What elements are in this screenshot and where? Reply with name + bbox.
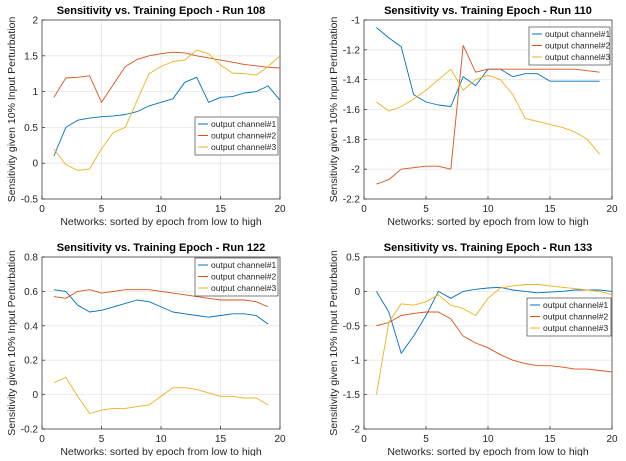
legend-entry: output channel#1 <box>545 29 610 39</box>
x-tick-label: 0 <box>39 434 45 445</box>
legend-box <box>194 257 279 297</box>
legend-entry: output channel#1 <box>211 260 276 270</box>
y-tick-label: 0 <box>32 159 38 170</box>
y-tick-label: -0.5 <box>21 195 39 206</box>
y-tick-label: 1 <box>32 87 38 98</box>
x-tick-label: 10 <box>482 204 494 215</box>
legend-entry: output channel#3 <box>545 52 610 62</box>
x-tick-label: 10 <box>482 434 494 445</box>
chart-title: Sensitivity vs. Training Epoch - Run 122 <box>57 242 265 254</box>
y-tick-label: 0 <box>32 390 38 401</box>
legend-entry: output channel#2 <box>211 272 276 282</box>
y-axis-label: Sensitivity given 10% Input Perturbation <box>328 250 340 436</box>
x-tick-label: 5 <box>99 204 105 215</box>
x-tick-label: 0 <box>361 434 367 445</box>
y-tick-label: -1 <box>351 356 360 367</box>
y-tick-label: 2 <box>32 16 38 27</box>
y-tick-label: -1.4 <box>343 75 361 86</box>
x-tick-label: 20 <box>274 204 286 215</box>
x-tick-label: 15 <box>215 204 227 215</box>
y-tick-label: 0.8 <box>24 253 38 264</box>
legend-entry: output channel#3 <box>543 323 608 333</box>
x-tick-label: 15 <box>215 434 227 445</box>
x-tick-label: 10 <box>155 434 167 445</box>
chart-panel: 0 5 10 15 20 -2.2 -2 -1.8 -1.6 -1.4 -1.2 -1 Sensitiv… <box>328 5 618 228</box>
y-tick-label: -1 <box>351 16 360 27</box>
series-line <box>375 284 613 395</box>
x-tick-label: 5 <box>423 434 429 445</box>
y-tick-label: 0.5 <box>24 123 38 134</box>
y-axis-label: Sensitivity given 10% Input Perturbation <box>6 250 18 436</box>
legend-box <box>528 26 611 66</box>
y-axis-label: Sensitivity given 10% Input Perturbation <box>6 17 18 203</box>
series-line <box>53 51 281 103</box>
x-axis-label: Networks: sorted by epoch from low to hi… <box>60 446 262 456</box>
legend-entry: output channel#3 <box>211 142 276 152</box>
y-tick-label: -1.6 <box>343 105 361 116</box>
y-tick-label: -1.5 <box>343 390 361 401</box>
chart-title: Sensitivity vs. Training Epoch - Run 133 <box>384 242 592 254</box>
y-tick-label: 1.5 <box>24 51 38 62</box>
x-axis-label: Networks: sorted by epoch from low to hi… <box>387 216 589 228</box>
y-tick-label: 0.4 <box>24 321 38 332</box>
chart-title: Sensitivity vs. Training Epoch - Run 110 <box>384 5 592 17</box>
x-tick-label: 15 <box>544 204 556 215</box>
x-tick-label: 5 <box>423 204 429 215</box>
x-tick-label: 15 <box>544 434 556 445</box>
series-line <box>53 376 269 414</box>
legend-entry: output channel#1 <box>211 119 276 129</box>
series-line <box>376 286 613 354</box>
x-tick-label: 0 <box>39 204 45 215</box>
series-line <box>53 289 269 308</box>
x-tick-label: 20 <box>606 204 618 215</box>
y-tick-label: -1.8 <box>343 135 361 146</box>
series-line <box>376 311 613 373</box>
legend-entry: output channel#3 <box>211 283 276 293</box>
y-tick-label: -2 <box>351 425 360 436</box>
y-tick-label: 0.6 <box>24 287 38 298</box>
legend-box <box>194 116 279 156</box>
legend-box <box>526 297 612 337</box>
y-tick-label: 0.5 <box>346 253 360 264</box>
series-line <box>376 68 600 155</box>
x-axis-label: Networks: sorted by epoch from low to hi… <box>60 216 262 228</box>
y-axis-label: Sensitivity given 10% Input Perturbation <box>328 17 340 203</box>
series-line <box>53 76 281 157</box>
x-tick-label: 5 <box>99 434 105 445</box>
legend-entry: output channel#1 <box>543 300 608 310</box>
chart-panel: 0 5 10 15 20 -2 -1.5 -1 -0.5 0 0.5 Sensitivity vs. … <box>328 242 618 458</box>
legend-entry: output channel#2 <box>545 41 610 51</box>
y-tick-label: -0.5 <box>343 321 361 332</box>
y-tick-label: -2 <box>351 165 360 176</box>
legend-entry: output channel#2 <box>543 312 608 322</box>
series-line <box>53 289 269 325</box>
y-tick-label: -2.2 <box>343 195 361 206</box>
x-axis-label: Networks: sorted by epoch from low to hi… <box>387 446 589 456</box>
series-line <box>376 44 600 185</box>
x-tick-label: 10 <box>155 204 167 215</box>
x-tick-label: 0 <box>361 204 367 215</box>
y-tick-label: 0.2 <box>24 356 38 367</box>
y-tick-label: -1.2 <box>343 45 361 56</box>
y-tick-label: -0.2 <box>21 425 39 436</box>
x-tick-label: 20 <box>274 434 286 445</box>
series-line <box>53 49 281 171</box>
y-tick-label: 0 <box>354 287 360 298</box>
x-tick-label: 20 <box>606 434 618 445</box>
legend-entry: output channel#2 <box>211 131 276 141</box>
chart-title: Sensitivity vs. Training Epoch - Run 108 <box>57 5 265 17</box>
